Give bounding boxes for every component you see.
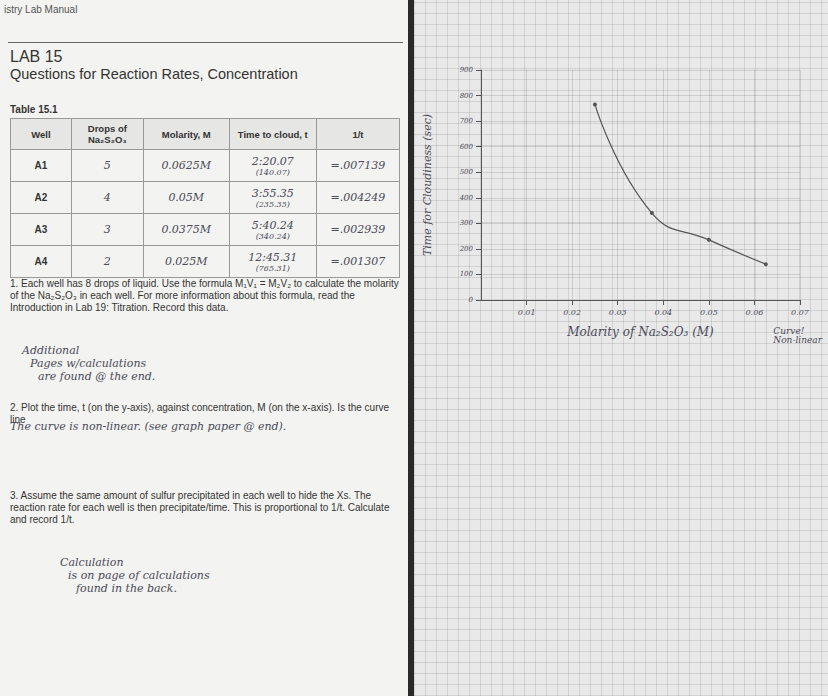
html-text:4: 4 [103,191,111,204]
html-text:(235.35): (235.35) [255,199,290,209]
svg-text:Time for Cloudiness (sec): Time for Cloudiness (sec) [421,114,434,256]
svg-text:0.02: 0.02 [563,308,581,317]
html-text:2. Plot the time, t (on the y-: 2. Plot the time, t (on the y-axis), aga… [10,402,390,425]
html-text:The curve is non-linear. (see: The curve is non-linear. (see graph pape… [10,420,287,433]
html-text:1/t: 1/t [352,128,364,140]
html-text:2: 2 [103,255,111,268]
html-text:Time to cloud, t: Time to cloud, t [237,128,308,140]
html-text:3. Assume the same amount of s: 3. Assume the same amount of sulfur prec… [10,490,390,525]
html-text:=.001307: =.001307 [330,255,386,268]
svg-text:300: 300 [460,219,474,227]
svg-text:200: 200 [459,245,474,253]
html-text:Calculation: Calculation [60,556,124,569]
svg-text:100: 100 [460,270,474,278]
html-text:Well: Well [31,128,51,140]
html-text:5: 5 [103,159,111,172]
svg-text:Non-linear: Non-linear [772,335,822,345]
svg-text:400: 400 [459,194,474,202]
html-text:Table 15.1: Table 15.1 [10,104,58,115]
svg-text:0.05: 0.05 [700,308,718,317]
svg-text:0.01: 0.01 [518,308,536,317]
svg-text:0.03: 0.03 [609,308,627,317]
svg-text:Molarity of Na₂S₂O₃ (M): Molarity of Na₂S₂O₃ (M) [566,325,714,339]
html-text:3:55.35: 3:55.35 [251,186,294,200]
svg-text:Curve!: Curve! [773,325,805,336]
svg-text:800: 800 [460,92,474,100]
html-text:are found @ the end.: are found @ the end. [38,370,156,383]
html-text:A4: A4 [34,256,48,267]
html-text:=.004249: =.004249 [330,191,386,204]
svg-text:0.06: 0.06 [746,308,764,317]
svg-text:900: 900 [460,66,474,74]
html-text:(140.07): (140.07) [255,167,290,177]
html-text:=.002939: =.002939 [330,223,386,236]
html-text:2:20.07: 2:20.07 [251,154,294,168]
html-text:LAB 15: LAB 15 [10,48,63,65]
html-text:Questions for Reaction Rates,: Questions for Reaction Rates, Concentrat… [10,66,298,82]
html-text:(340.24): (340.24) [255,231,290,241]
html-text:5:40.24: 5:40.24 [251,218,294,232]
html-text:0.05M: 0.05M [168,191,205,204]
svg-text:0.04: 0.04 [654,308,672,317]
svg-text:0: 0 [469,296,474,304]
html-text:(765.31): (765.31) [255,263,290,273]
html-text:A1: A1 [34,160,48,171]
html-text:Additional: Additional [22,344,80,357]
html-text:0.0625M: 0.0625M [161,159,212,172]
html-text:found in the back.: found in the back. [76,582,177,595]
html-text:istry Lab Manual: istry Lab Manual [4,4,78,15]
html-text:0.025M: 0.025M [164,255,208,268]
html-text:Pages w/calculations: Pages w/calculations [30,357,147,370]
html-text:A3: A3 [34,224,48,235]
html-text:Molarity, M: Molarity, M [161,128,211,140]
html-text:3: 3 [103,223,111,236]
html-text:=.007139: =.007139 [330,159,386,172]
svg-text:0.07: 0.07 [791,308,810,317]
html-text:1. Each well has 8 drops of li: 1. Each well has 8 drops of liquid. Use … [10,278,399,313]
html-text:12:45.31: 12:45.31 [248,250,298,264]
html-text:0.0375M: 0.0375M [161,223,212,236]
svg-text:700: 700 [460,117,474,125]
html-text:is on page of calculations: is on page of calculations [68,569,210,582]
html-text:A2: A2 [34,192,48,203]
svg-text:500: 500 [460,168,474,176]
svg-text:600: 600 [460,143,474,151]
html-text:Drops of Na₂S₂O₃: Drops of Na₂S₂O₃ [87,123,127,145]
